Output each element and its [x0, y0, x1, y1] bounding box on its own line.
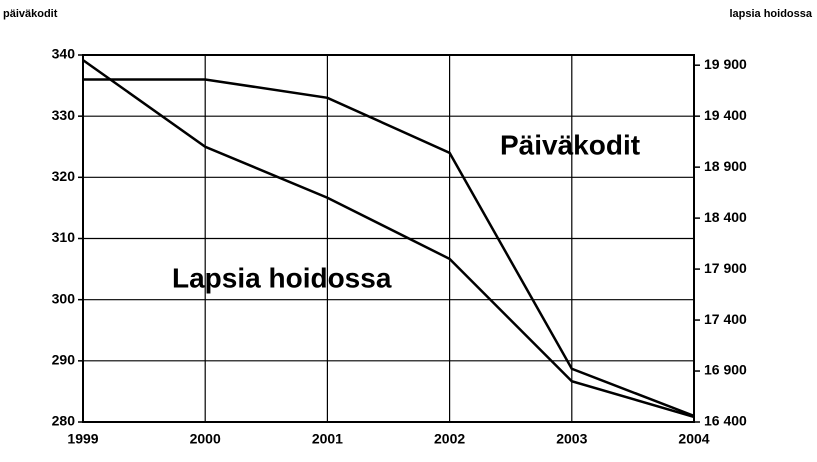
- x-tick-label: 2001: [312, 431, 343, 447]
- y-tick-label: 340: [52, 46, 76, 62]
- y2-tick-label: 19 900: [704, 56, 747, 72]
- x-tick-label: 1999: [67, 431, 98, 447]
- x-tick-label: 2002: [434, 431, 465, 447]
- y2-tick-label: 18 900: [704, 158, 747, 174]
- y2-tick-label: 18 400: [704, 209, 747, 225]
- y-tick-label: 330: [52, 107, 76, 123]
- y2-tick-label: 16 900: [704, 362, 747, 378]
- line: [82, 59, 695, 419]
- series-label: Päiväkodit: [500, 129, 640, 160]
- y-tick-label: 320: [52, 168, 76, 184]
- y-tick-label: 280: [52, 413, 76, 429]
- x-tick-label: 2003: [556, 431, 587, 447]
- y2-tick-label: 17 400: [704, 311, 747, 327]
- x-tick-label: 2004: [678, 431, 709, 447]
- y2-tick-label: 16 400: [704, 413, 747, 429]
- series-label: Lapsia hoidossa: [172, 262, 392, 293]
- y-tick-label: 290: [52, 352, 76, 368]
- y-tick-label: 310: [52, 229, 76, 245]
- y-axis-label: päiväkodit: [3, 8, 58, 20]
- y2-tick-label: 19 400: [704, 107, 747, 123]
- y-tick-label: 300: [52, 290, 76, 306]
- plot-frame: [82, 54, 695, 423]
- y2-axis-label: lapsia hoidossa: [729, 8, 812, 20]
- line: [83, 78, 695, 418]
- x-tick-label: 2000: [190, 431, 221, 447]
- y2-tick-label: 17 900: [704, 260, 747, 276]
